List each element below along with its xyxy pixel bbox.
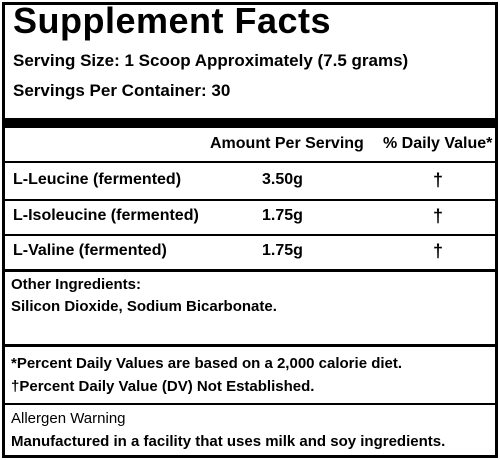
other-ingredients-label: Other Ingredients: — [11, 276, 142, 293]
header-amount-per-serving: Amount Per Serving — [210, 135, 364, 152]
ingredient-name: L-Isoleucine (fermented) — [13, 207, 199, 224]
allergen-warning-text: Manufactured in a facility that uses mil… — [11, 433, 446, 450]
ingredient-daily-value: † — [433, 170, 444, 190]
ingredient-name: L-Leucine (fermented) — [13, 171, 182, 188]
divider — [5, 269, 495, 272]
dv-not-established-footnote: †Percent Daily Value (DV) Not Establishe… — [11, 378, 315, 395]
servings-per-container: Servings Per Container: 30 — [13, 81, 231, 100]
ingredient-amount: 1.75g — [262, 207, 303, 224]
percent-dv-footnote: *Percent Daily Values are based on a 2,0… — [11, 355, 403, 372]
allergen-warning-label: Allergen Warning — [11, 410, 126, 427]
divider — [5, 161, 495, 163]
ingredient-daily-value: † — [433, 241, 444, 261]
other-ingredients-text: Silicon Dioxide, Sodium Bicarbonate. — [11, 298, 277, 315]
ingredient-daily-value: † — [433, 206, 444, 226]
divider — [5, 234, 495, 236]
panel-title: Supplement Facts — [13, 2, 332, 41]
divider — [5, 344, 495, 347]
ingredient-name: L-Valine (fermented) — [13, 242, 167, 259]
thick-divider — [5, 118, 495, 128]
ingredient-amount: 1.75g — [262, 242, 303, 259]
divider — [5, 403, 495, 405]
header-daily-value: % Daily Value* — [383, 135, 493, 152]
serving-size: Serving Size: 1 Scoop Approximately (7.5… — [13, 51, 409, 70]
divider — [5, 199, 495, 201]
ingredient-amount: 3.50g — [262, 171, 303, 188]
